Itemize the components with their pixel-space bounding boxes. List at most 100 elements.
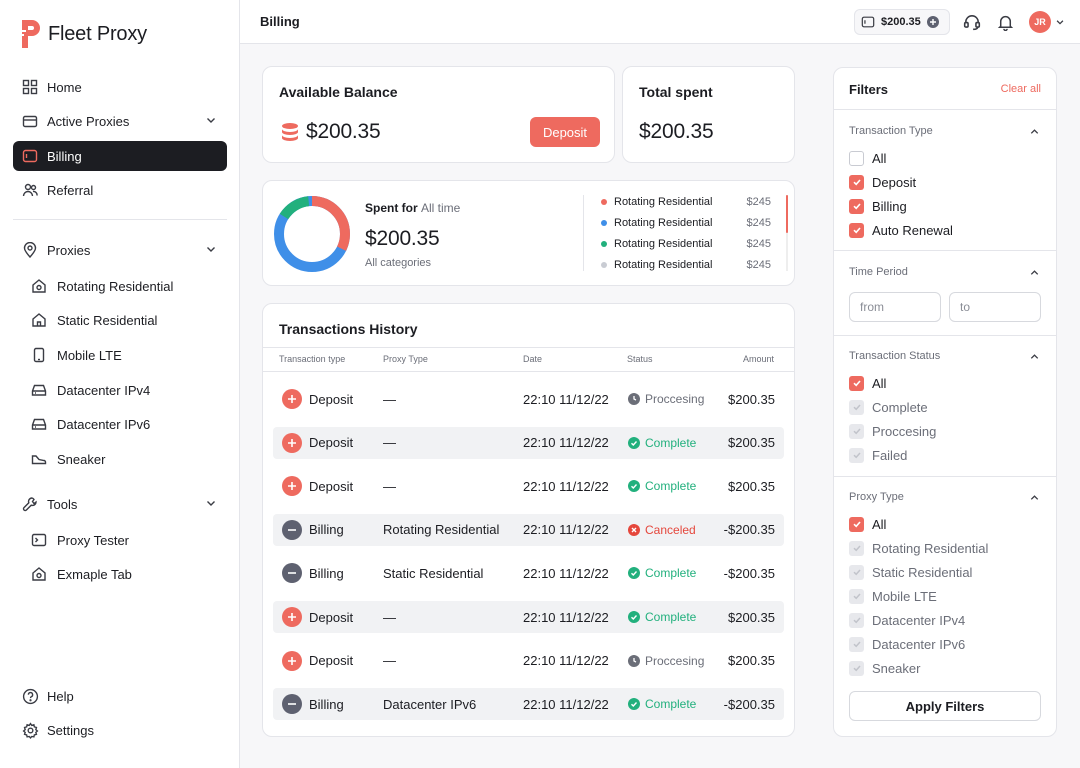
filter-section-transaction-type[interactable]: Transaction Type: [849, 125, 933, 137]
nav-proxies[interactable]: Proxies: [13, 235, 227, 265]
checkbox[interactable]: [849, 399, 864, 415]
table-row[interactable]: Deposit — 22:10 11/12/22 Proccesing $200.35: [273, 383, 784, 415]
filter-checkbox-row[interactable]: All: [849, 149, 886, 167]
sidebar-item-proxy-tester[interactable]: Proxy Tester: [30, 526, 226, 554]
checkbox[interactable]: [849, 222, 864, 238]
checkbox-label: Mobile LTE: [872, 588, 937, 604]
nav-help[interactable]: Help: [13, 681, 227, 711]
filter-checkbox-row[interactable]: Rotating Residential: [849, 539, 988, 557]
spent-label: Spent for: [365, 201, 418, 215]
nav-referral[interactable]: Referral: [13, 175, 227, 205]
filter-checkbox-row[interactable]: Static Residential: [849, 563, 972, 581]
filter-checkbox-row[interactable]: Auto Renewal: [849, 221, 953, 239]
checkbox[interactable]: [849, 447, 864, 463]
checkbox[interactable]: [849, 198, 864, 214]
deposit-button[interactable]: Deposit: [530, 117, 600, 147]
gear-icon: [21, 721, 39, 739]
filter-checkbox-row[interactable]: All: [849, 374, 886, 392]
checkbox[interactable]: [849, 375, 864, 391]
legend-scrollbar-track[interactable]: [786, 195, 788, 271]
sidebar-item-rotating-residential[interactable]: Rotating Residential: [30, 272, 226, 300]
spent-period[interactable]: All time: [421, 201, 461, 215]
table-row[interactable]: Deposit — 22:10 11/12/22 Complete $200.35: [273, 426, 784, 459]
filter-checkbox-row[interactable]: Proccesing: [849, 422, 936, 440]
checkbox[interactable]: [849, 174, 864, 190]
checkbox[interactable]: [849, 150, 864, 166]
table-row[interactable]: Billing Rotating Residential 22:10 11/12/2…: [273, 513, 784, 546]
chevron-down-icon[interactable]: [1055, 17, 1065, 27]
nav-proxies-label: Proxies: [47, 242, 91, 258]
filter-checkbox-row[interactable]: All: [849, 515, 886, 533]
grid-icon: [21, 78, 39, 96]
spending-donut-chart: [274, 196, 350, 272]
sidebar-item-static-residential[interactable]: Static Residential: [30, 306, 226, 334]
legend-dot: [601, 262, 607, 268]
table-row[interactable]: Billing Datacenter IPv6 22:10 11/12/22 Comp…: [273, 688, 784, 721]
bell-icon[interactable]: [995, 12, 1015, 32]
legend-item: Rotating Residential $245: [601, 257, 771, 273]
checkbox[interactable]: [849, 540, 864, 556]
checkbox[interactable]: [849, 636, 864, 652]
checkbox-label: Datacenter IPv6: [872, 636, 966, 652]
tx-status: Complete: [645, 435, 697, 450]
chevron-up-icon[interactable]: [1029, 492, 1040, 503]
table-row[interactable]: Deposit — 22:10 11/12/22 Complete $200.35: [273, 470, 784, 502]
nav-settings[interactable]: Settings: [13, 715, 227, 745]
checkbox[interactable]: [849, 588, 864, 604]
table-row[interactable]: Billing Static Residential 22:10 11/12/22 C…: [273, 557, 784, 589]
check-circle-icon: [628, 698, 640, 711]
filter-checkbox-row[interactable]: Complete: [849, 398, 928, 416]
date-from-input[interactable]: [849, 292, 941, 322]
plus-circle-icon[interactable]: [926, 16, 939, 28]
tx-status-cell: Complete: [628, 601, 696, 633]
nav-home[interactable]: Home: [13, 72, 227, 102]
nav-tools[interactable]: Tools: [13, 489, 227, 519]
minus-circle-icon: [282, 563, 302, 584]
headset-icon[interactable]: [962, 12, 982, 32]
chevron-down-icon[interactable]: [205, 497, 217, 509]
checkbox[interactable]: [849, 612, 864, 628]
sidebar-item-sneaker[interactable]: Sneaker: [30, 445, 226, 473]
date-to-input[interactable]: [949, 292, 1041, 322]
tx-proxy: —: [383, 435, 396, 451]
filter-checkbox-row[interactable]: Deposit: [849, 173, 916, 191]
chevron-down-icon[interactable]: [205, 114, 217, 126]
sidebar-item-datacenter-ipv6[interactable]: Datacenter IPv6: [30, 410, 226, 438]
filter-checkbox-row[interactable]: Sneaker: [849, 659, 920, 677]
table-row[interactable]: Deposit — 22:10 11/12/22 Proccesing $200.35: [273, 645, 784, 677]
sidebar-item-label: Sneaker: [57, 451, 106, 467]
legend-scrollbar-thumb[interactable]: [786, 195, 788, 233]
logo[interactable]: Fleet Proxy: [18, 18, 147, 50]
filter-checkbox-row[interactable]: Failed: [849, 446, 907, 464]
chevron-up-icon[interactable]: [1029, 267, 1040, 278]
table-row[interactable]: Deposit — 22:10 11/12/22 Complete $200.35: [273, 601, 784, 633]
nav-billing[interactable]: Billing: [13, 141, 227, 171]
checkbox[interactable]: [849, 516, 864, 532]
clear-all-link[interactable]: Clear all: [1000, 83, 1041, 95]
checkbox[interactable]: [849, 660, 864, 676]
sidebar-item-datacenter-ipv4[interactable]: Datacenter IPv4: [30, 376, 226, 404]
filter-checkbox-row[interactable]: Datacenter IPv6: [849, 635, 965, 653]
filter-section-transaction-status[interactable]: Transaction Status: [849, 350, 941, 362]
plus-circle-icon: [282, 389, 302, 409]
filter-section-proxy-type[interactable]: Proxy Type: [849, 491, 904, 503]
checkbox[interactable]: [849, 564, 864, 580]
check-circle-icon: [628, 611, 640, 623]
chevron-down-icon[interactable]: [205, 243, 217, 255]
chevron-up-icon[interactable]: [1029, 126, 1040, 137]
filter-checkbox-row[interactable]: Datacenter IPv4: [849, 611, 965, 629]
filter-checkbox-row[interactable]: Billing: [849, 197, 907, 215]
table-header-top-line: [263, 347, 794, 348]
chevron-up-icon[interactable]: [1029, 351, 1040, 362]
tx-amount: $200.35: [728, 478, 775, 494]
sidebar-item-mobile-lte[interactable]: Mobile LTE: [30, 341, 226, 369]
apply-filters-button[interactable]: Apply Filters: [849, 691, 1041, 721]
filter-checkbox-row[interactable]: Mobile LTE: [849, 587, 937, 605]
sidebar-item-example-tab[interactable]: Exmaple Tab: [30, 560, 226, 588]
checkbox[interactable]: [849, 423, 864, 439]
filter-section-time-period[interactable]: Time Period: [849, 266, 908, 278]
tx-status-cell: Proccesing: [628, 383, 704, 415]
nav-active-proxies[interactable]: Active Proxies: [13, 106, 227, 136]
avatar[interactable]: JR: [1029, 11, 1051, 33]
header-balance-chip[interactable]: $200.35: [854, 9, 950, 35]
